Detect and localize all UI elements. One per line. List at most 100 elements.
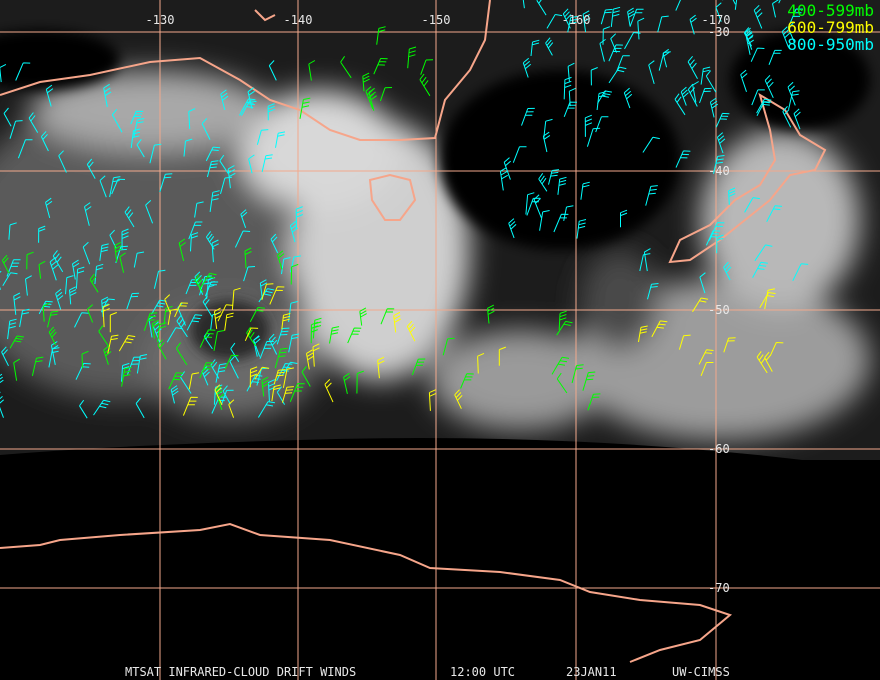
wind-barb [600, 8, 613, 25]
wind-barb [595, 116, 609, 133]
wind-barb [49, 257, 59, 281]
latitude-label: -30 [708, 25, 730, 39]
wind-barb [638, 325, 648, 343]
wind-barb [596, 91, 606, 111]
wind-barb [174, 302, 188, 318]
wind-barb [3, 107, 12, 127]
wind-barb [109, 176, 121, 198]
wind-barb [705, 70, 717, 93]
wind-barb [182, 396, 198, 416]
wind-barb [48, 326, 57, 346]
longitude-labels: -130 -140 -150 -160 -170 [146, 13, 731, 27]
wind-barb [261, 283, 274, 301]
wind-barb [118, 335, 136, 352]
wind-barb [45, 197, 53, 219]
wind-barb [99, 175, 107, 198]
wind-barb [756, 351, 768, 374]
wind-barb [530, 39, 540, 57]
wind-barb [700, 66, 711, 85]
wind-barb [130, 128, 141, 148]
wind-barb [732, 0, 736, 5]
wind-barb [751, 89, 765, 106]
wind-barb [273, 369, 286, 385]
wind-barb [687, 55, 698, 80]
wind-barb [778, 0, 781, 4]
wind-barb [217, 304, 234, 322]
wind-barb [211, 239, 219, 263]
wind-barb [782, 105, 792, 128]
wind-barb [563, 101, 578, 117]
wind-barb [38, 225, 46, 243]
wind-barb [13, 358, 20, 381]
wind-barb [716, 132, 726, 154]
wind-barb [356, 370, 364, 394]
wind-barb [227, 165, 236, 189]
wind-barb [82, 241, 91, 265]
wind-barb [582, 371, 596, 391]
wind-barb [168, 372, 184, 390]
wind-barb [373, 58, 388, 75]
wind-barb [249, 307, 265, 323]
wind-barb [558, 310, 567, 330]
wind-barb [295, 206, 303, 229]
wind-barb [199, 329, 216, 348]
cloud-imagery [0, 0, 880, 460]
wind-barb [716, 234, 724, 254]
wind-barb [133, 251, 145, 268]
wind-barb [759, 292, 776, 308]
wind-barb [261, 376, 270, 397]
wind-barb [715, 112, 730, 128]
wind-barb [281, 257, 291, 275]
wind-barb [121, 228, 129, 250]
wind-barb [261, 154, 273, 173]
wind-barb [308, 60, 316, 81]
wind-barb [289, 383, 305, 402]
wind-barb [376, 26, 386, 45]
wind-barb [674, 93, 686, 116]
wind-barb [0, 267, 2, 290]
latitude-label: -40 [708, 164, 730, 178]
wind-barb [379, 87, 393, 102]
wind-barb [329, 326, 340, 344]
wind-barb [188, 221, 203, 240]
wind-barb [240, 209, 248, 228]
wind-barb [362, 72, 370, 92]
wind-barb [699, 272, 706, 294]
wind-barb [159, 173, 173, 193]
wind-barb [219, 154, 229, 174]
wind-barb [678, 334, 691, 350]
wind-barb [499, 167, 508, 191]
longitude-label: -140 [284, 13, 313, 27]
wind-barb [312, 343, 320, 367]
footer: MTSAT INFRARED-CLOUD DRIFT WINDS 12:00 U… [125, 665, 730, 679]
wind-barb [290, 263, 299, 285]
wind-barb [277, 250, 285, 270]
wind-barb [289, 220, 299, 243]
wind-barb [111, 178, 126, 195]
wind-barb [214, 384, 223, 406]
wind-barb [188, 108, 196, 130]
wind-barb [6, 259, 21, 277]
wind-barb [220, 89, 229, 111]
wind-barb [715, 2, 722, 22]
wind-barb [87, 304, 94, 323]
wind-barb [608, 44, 623, 62]
wind-barb [788, 8, 804, 28]
wind-barb [17, 139, 33, 159]
wind-barb [428, 389, 437, 411]
wind-barb [522, 0, 525, 9]
wind-barb [365, 86, 375, 110]
wind-barb [407, 46, 417, 69]
wind-barb [340, 56, 352, 79]
wind-barb [259, 341, 274, 359]
footer-product: MTSAT INFRARED-CLOUD DRIFT WINDS [125, 665, 356, 679]
wind-barb [576, 219, 587, 239]
wind-barb [38, 260, 46, 279]
wind-barb [620, 209, 628, 228]
wind-barb [229, 355, 239, 379]
wind-barb [186, 314, 203, 331]
wind-barb [275, 131, 286, 148]
